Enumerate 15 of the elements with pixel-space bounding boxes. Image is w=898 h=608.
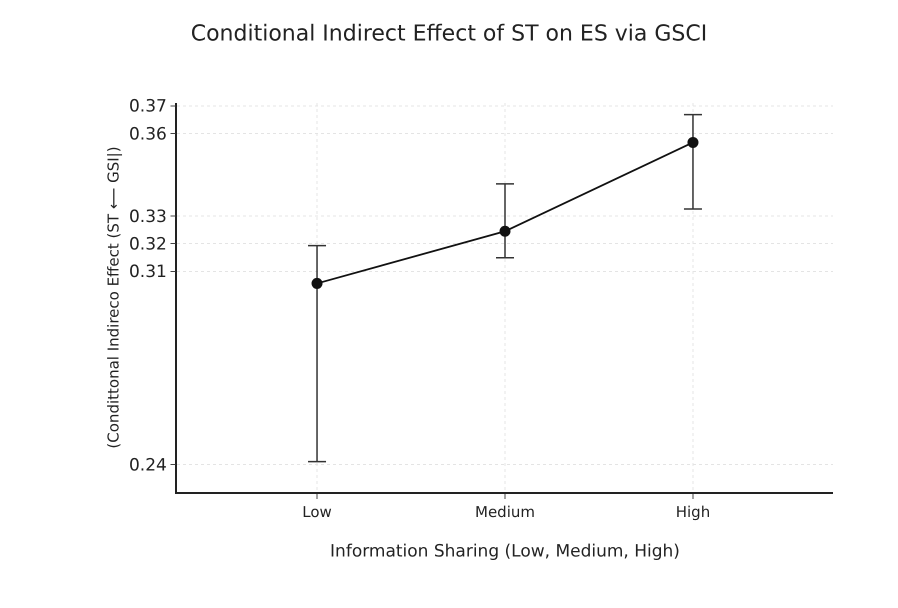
- y-axis-title: (Condittonal Indireco Effect (ST ⟵ GSI|): [104, 146, 123, 449]
- point: [687, 136, 698, 148]
- y-tick-label: 0.33: [128, 207, 167, 228]
- point: [312, 278, 323, 289]
- point: [500, 226, 510, 237]
- x-tick-label: Medium: [475, 502, 535, 521]
- x-tick-label: Low: [302, 502, 332, 521]
- x-tick-label: High: [676, 502, 710, 521]
- chart-title: Conditional Indirect Effect of ST on ES via GSCI: [190, 22, 708, 47]
- y-tick-label: 0.24: [128, 455, 167, 476]
- x-axis-title: Information Sharing (Low, Medium, High): [330, 542, 680, 562]
- y-tick-label: 0.36: [128, 124, 167, 144]
- y-tick-label: 0.32: [128, 234, 167, 255]
- y-tick-label: 0.37: [128, 96, 167, 117]
- y-tick-label: 0.31: [128, 262, 167, 282]
